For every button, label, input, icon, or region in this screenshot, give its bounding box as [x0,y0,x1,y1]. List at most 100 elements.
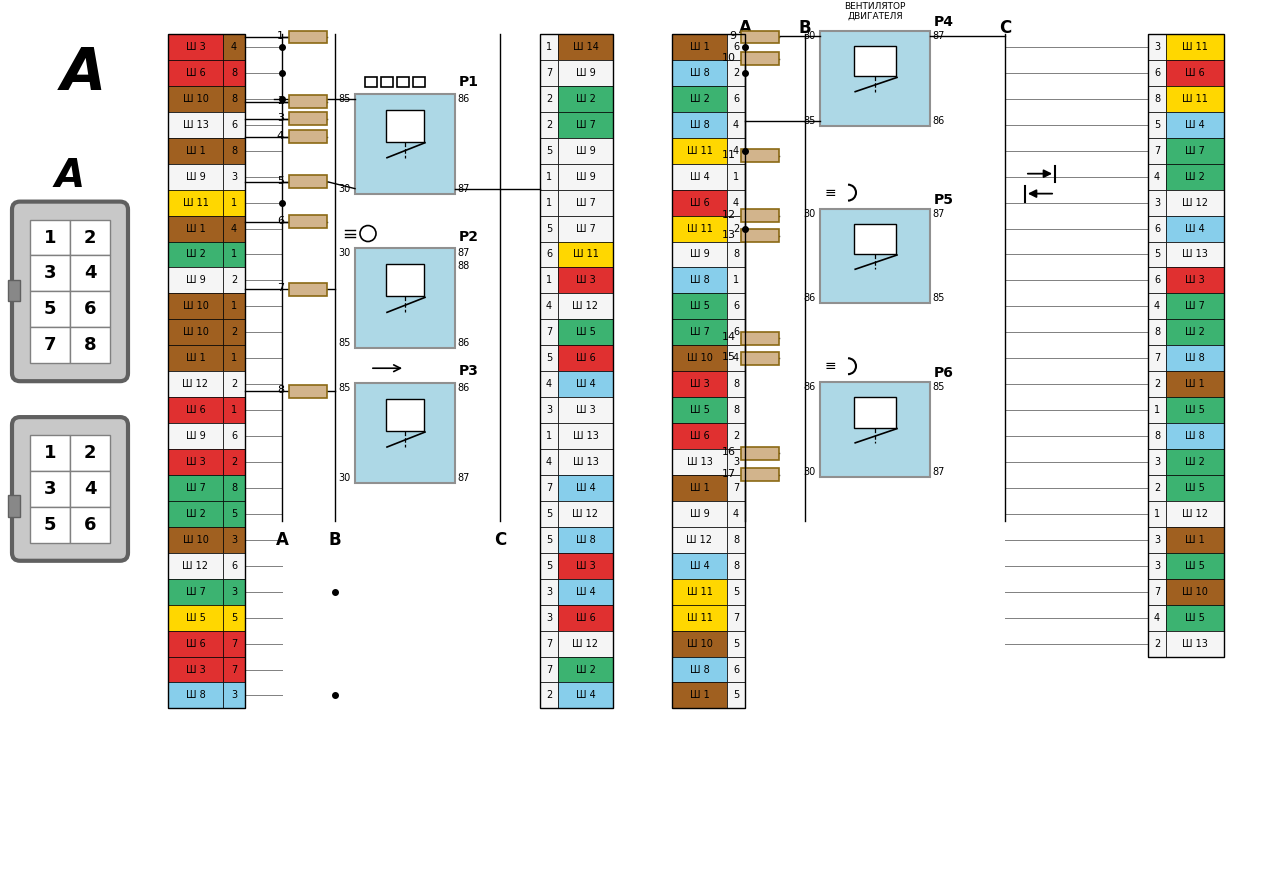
Text: 8: 8 [733,535,739,545]
Bar [1166,137,1224,164]
Bar [1166,345,1224,371]
Text: 1: 1 [1155,405,1160,415]
Bar [223,60,244,86]
Text: Ш 7: Ш 7 [690,327,709,337]
Bar [1166,475,1224,501]
Text: 17: 17 [722,469,736,479]
Bar [168,553,223,579]
Bar [223,449,244,475]
Bar [558,423,613,449]
Text: 4: 4 [230,42,237,52]
Bar [558,371,613,397]
Bar [223,657,244,682]
Text: Ш 2: Ш 2 [576,665,595,674]
Bar [672,631,727,657]
Text: Ш 2: Ш 2 [1185,327,1204,337]
Text: 7: 7 [545,327,552,337]
Bar [1166,216,1224,242]
Text: 85: 85 [339,94,351,103]
Bar [168,371,223,397]
Bar [1166,60,1224,86]
Text: 86: 86 [804,293,817,303]
Bar [1166,449,1224,475]
Text: 7: 7 [733,483,739,493]
Text: 12: 12 [722,210,736,219]
Bar [672,242,727,268]
Text: 3: 3 [230,690,237,700]
Text: Ш 4: Ш 4 [576,587,595,597]
Text: Ш 10: Ш 10 [183,535,209,545]
Text: Ш 11: Ш 11 [183,198,209,208]
Bar [558,501,613,527]
Bar [289,384,326,398]
Text: 7: 7 [230,665,237,674]
Text: Ш 13: Ш 13 [686,457,713,467]
Text: Ш 12: Ш 12 [572,508,599,519]
Bar [672,268,727,293]
Text: 5: 5 [545,353,552,363]
Text: Ш 4: Ш 4 [576,690,595,700]
Bar [727,579,745,605]
Bar [558,190,613,216]
Bar [672,60,727,86]
Bar [727,137,745,164]
Bar [223,527,244,553]
Bar [223,475,244,501]
Text: 5: 5 [545,535,552,545]
Text: 16: 16 [722,447,736,457]
Bar [1166,397,1224,423]
Bar [223,397,244,423]
Bar [168,34,244,708]
Bar [558,216,613,242]
Text: 3: 3 [1155,198,1160,208]
Bar [672,164,727,190]
Bar [820,31,931,126]
Bar [1166,34,1224,60]
Text: Ш 1: Ш 1 [186,224,205,234]
Bar [168,579,223,605]
Text: ≡: ≡ [826,186,837,200]
Text: P1: P1 [460,75,479,89]
Text: Ш 5: Ш 5 [1185,483,1204,493]
Text: 3: 3 [733,457,739,467]
Bar [741,351,780,365]
Text: 7: 7 [545,639,552,648]
Text: Ш 12: Ш 12 [686,535,713,545]
Bar [29,219,70,255]
Text: 3: 3 [1155,561,1160,571]
Bar [1166,293,1224,319]
Bar [558,34,613,60]
Text: 6: 6 [733,94,739,103]
Text: 5: 5 [733,639,739,648]
Text: Ш 8: Ш 8 [1185,431,1204,441]
Text: Ш 1: Ш 1 [186,353,205,363]
Text: 2: 2 [230,327,237,337]
Text: Ш 9: Ш 9 [576,68,595,78]
Text: 1: 1 [547,198,552,208]
Text: Ш 8: Ш 8 [186,690,205,700]
Bar [741,53,780,65]
Bar [854,224,896,254]
Text: Ш 4: Ш 4 [690,561,709,571]
Bar [558,657,613,682]
Bar [355,249,454,348]
Text: 85: 85 [932,293,945,303]
Bar [8,495,20,516]
Bar [355,94,454,194]
Text: Ш 11: Ш 11 [686,224,713,234]
Bar [29,292,70,327]
Bar [672,475,727,501]
Bar [540,449,558,475]
Text: 1: 1 [547,171,552,182]
Text: 6: 6 [230,431,237,441]
Bar [223,137,244,164]
Text: Ш 7: Ш 7 [576,224,595,234]
Text: 86: 86 [457,94,470,103]
Text: 4: 4 [733,145,739,156]
Text: 8: 8 [1155,94,1160,103]
Bar [558,319,613,345]
Text: Ш 1: Ш 1 [186,145,205,156]
Bar [223,553,244,579]
Bar [727,242,745,268]
Text: Ш 8: Ш 8 [690,276,709,285]
